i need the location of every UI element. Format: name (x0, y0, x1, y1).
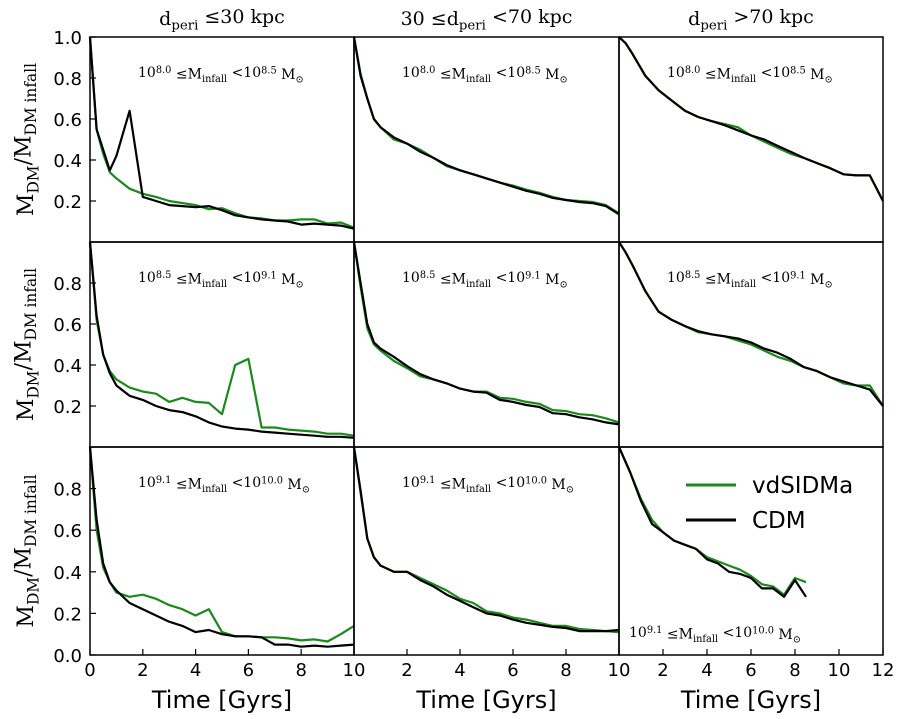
x-tick-label: 0 (84, 660, 95, 681)
y-tick-label: 0.4 (53, 356, 82, 377)
x-tick-label: 10 (608, 660, 631, 681)
series-line-cdm (618, 241, 884, 407)
x-axis-label: Time [Gyrs] (415, 686, 556, 714)
panel-frame (89, 446, 355, 656)
mass-bin-label: 109.1 ≤Minfall <1010.0 M⊙ (402, 475, 574, 495)
series-line-cdm (352, 241, 620, 426)
x-tick-label: 8 (560, 660, 571, 681)
series-line-vdsidma (88, 241, 355, 437)
series-line-cdm (352, 36, 620, 216)
x-tick-label: 6 (507, 660, 518, 681)
series-line-vdsidma (617, 446, 807, 596)
y-tick-label: 0.2 (53, 397, 82, 418)
mass-bin-label: 109.1 ≤Minfall <1010.0 M⊙ (629, 625, 801, 645)
series-line-cdm (88, 446, 355, 648)
series-line-cdm (88, 36, 355, 230)
panel-r2-c2: 2 4 6 8 10 12 109.1 ≤Minfall <1010.0 M⊙ (617, 446, 895, 681)
mass-bin-label: 108.5 ≤Minfall <109.1 M⊙ (138, 270, 304, 290)
column-title: dperi ≤30 kpc (159, 6, 285, 34)
panel-frame (618, 36, 884, 243)
y-tick-label: 0.4 (53, 151, 82, 172)
x-tick-label: 12 (872, 660, 895, 681)
mass-bin-label: 108.0 ≤Minfall <108.5 M⊙ (138, 65, 304, 85)
series-line-vdsidma (352, 36, 620, 215)
x-tick-label: 8 (789, 660, 800, 681)
figure-labels: dperi ≤30 kpc 30 ≤dperi <70 kpc dperi >70 … (12, 6, 854, 714)
mass-bin-label: 108.5 ≤Minfall <109.1 M⊙ (402, 270, 568, 290)
panel-r2-c0: 0.0 0.2 0.4 0.6 0.8 0 2 4 6 8 10 109.1 ≤Minfall <10… (53, 446, 366, 681)
x-tick-label: 4 (454, 660, 465, 681)
y-tick-label: 0.8 (53, 274, 82, 295)
x-tick-label: 6 (243, 660, 254, 681)
series-line-vdsidma (352, 241, 620, 424)
legend: vdSIDMa CDM (686, 473, 853, 534)
series-line-cdm (88, 241, 355, 439)
x-tick-label: 10 (828, 660, 851, 681)
legend-label: vdSIDMa (752, 473, 853, 499)
x-tick-label: 6 (745, 660, 756, 681)
panel-r1-c2: 108.5 ≤Minfall <109.1 M⊙ (618, 241, 884, 448)
series-line-vdsidma (88, 446, 355, 643)
y-tick-label: 0.6 (53, 521, 82, 542)
x-tick-label: 10 (343, 660, 366, 681)
x-tick-label: 4 (190, 660, 201, 681)
y-tick-label: 0.4 (53, 563, 82, 584)
mass-bin-label: 108.5 ≤Minfall <109.1 M⊙ (667, 270, 833, 290)
legend-label: CDM (752, 508, 806, 534)
panel-grid: 0.2 0.4 0.6 0.8 1.0 108.0 ≤Minfall <108.5 M⊙ 1… (53, 28, 894, 681)
y-tick-label: 0.2 (53, 604, 82, 625)
panel-r0-c0: 0.2 0.4 0.6 0.8 1.0 108.0 ≤Minfall <108.5 M⊙ (53, 28, 355, 243)
x-axis-label: Time [Gyrs] (151, 686, 292, 714)
panel-r0-c1: 108.0 ≤Minfall <108.5 M⊙ (352, 36, 620, 243)
x-tick-label: 2 (401, 660, 412, 681)
y-axis-label: MDM/MDM infall (12, 474, 43, 627)
series-line-cdm (618, 36, 884, 202)
y-axis-label: MDM/MDM infall (12, 63, 43, 216)
mass-bin-label: 108.0 ≤Minfall <108.5 M⊙ (402, 65, 568, 85)
y-axis-label: MDM/MDM infall (12, 268, 43, 421)
series-line-vdsidma (88, 36, 355, 229)
y-tick-label: 0.8 (53, 69, 82, 90)
x-tick-label: 4 (701, 660, 712, 681)
x-tick-label: 8 (295, 660, 306, 681)
x-tick-label: 2 (137, 660, 148, 681)
panel-r1-c0: 0.2 0.4 0.6 0.8 108.5 ≤Minfall <109.1 M⊙ (53, 241, 355, 448)
mass-bin-label: 109.1 ≤Minfall <1010.0 M⊙ (138, 475, 310, 495)
y-tick-label: 0.0 (53, 646, 82, 667)
column-title: 30 ≤dperi <70 kpc (401, 6, 573, 34)
panel-r0-c2: 108.0 ≤Minfall <108.5 M⊙ (618, 36, 884, 243)
y-tick-label: 0.6 (53, 315, 82, 336)
panel-r2-c1: 2 4 6 8 10 109.1 ≤Minfall <1010.0 M⊙ (352, 446, 631, 681)
y-tick-label: 0.8 (53, 480, 82, 501)
y-tick-label: 0.6 (53, 110, 82, 131)
series-line-cdm (617, 446, 807, 598)
column-title: dperi >70 kpc (688, 6, 814, 34)
mass-bin-label: 108.0 ≤Minfall <108.5 M⊙ (667, 65, 833, 85)
y-tick-label: 0.2 (53, 192, 82, 213)
series-line-vdsidma (618, 36, 884, 202)
series-line-cdm (352, 446, 620, 633)
panel-r1-c1: 108.5 ≤Minfall <109.1 M⊙ (352, 241, 620, 448)
x-axis-label: Time [Gyrs] (680, 686, 821, 714)
panel-frame (89, 241, 355, 448)
series-line-vdsidma (352, 446, 620, 634)
panel-frame (353, 446, 620, 656)
x-tick-label: 2 (657, 660, 668, 681)
y-tick-label: 1.0 (53, 28, 82, 49)
